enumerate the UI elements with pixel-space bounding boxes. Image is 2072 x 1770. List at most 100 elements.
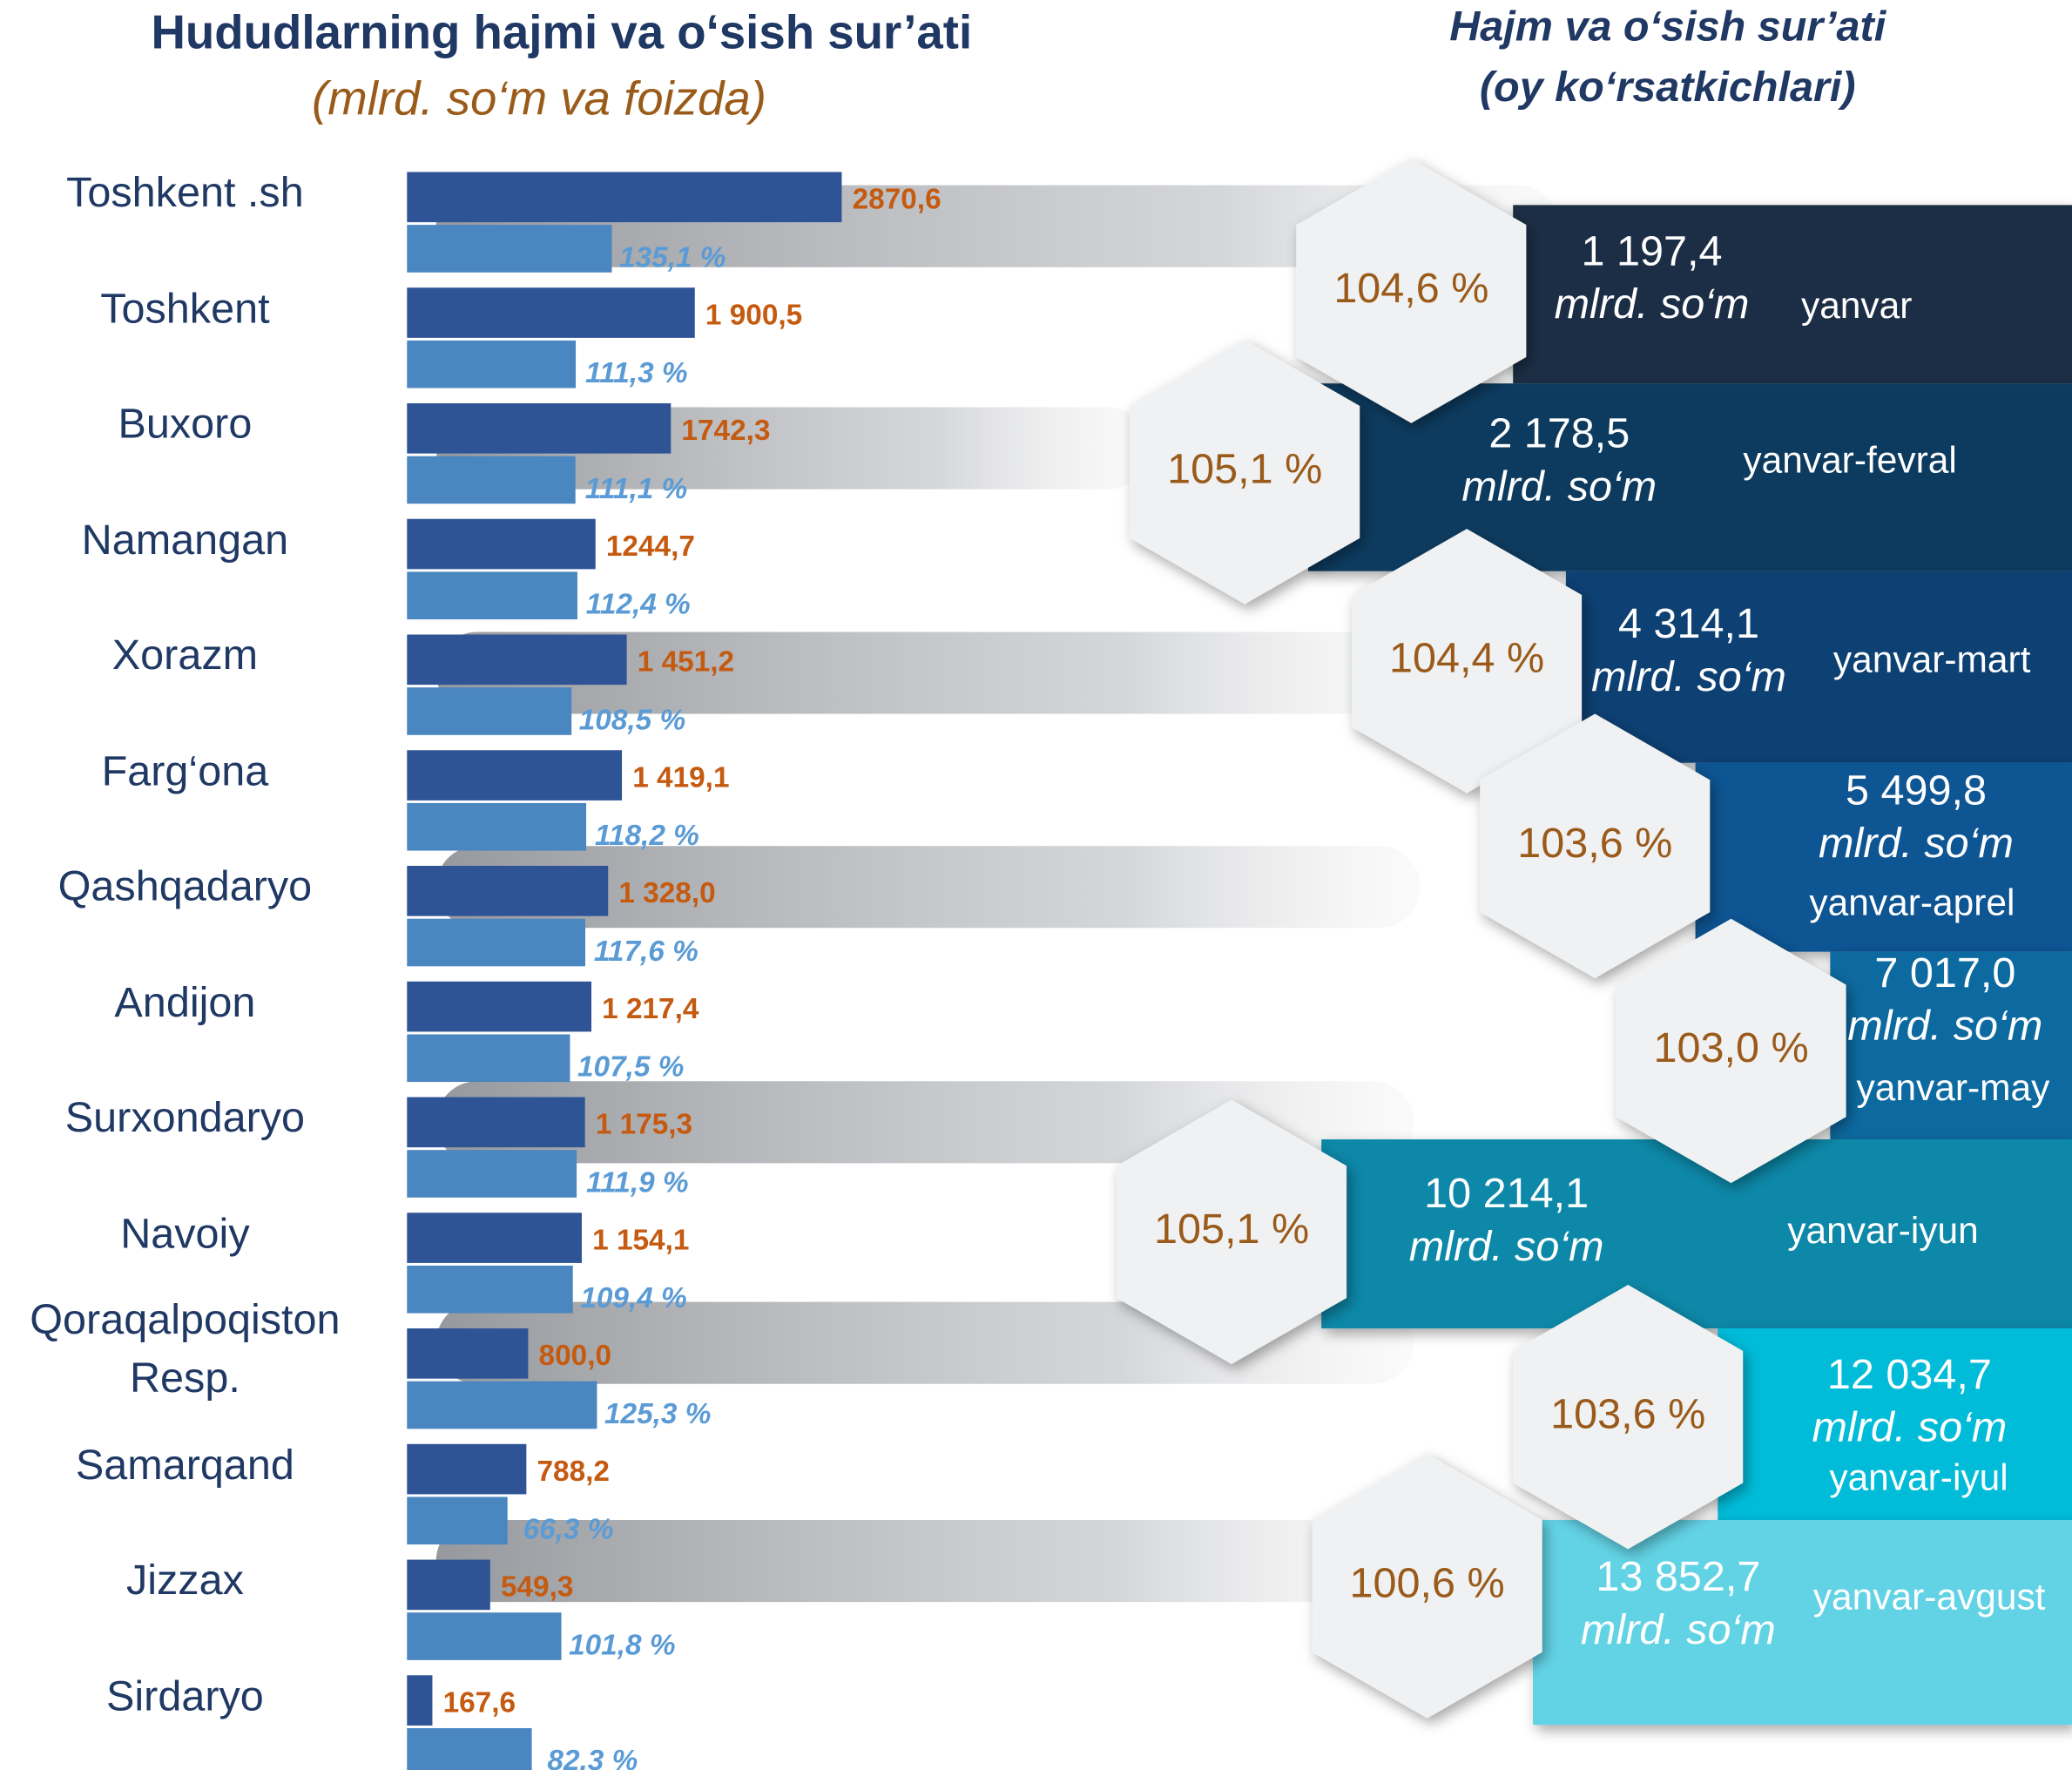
volume-label: 800,0 (539, 1340, 611, 1372)
growth-hexagon (1117, 1099, 1347, 1364)
volume-bar (407, 287, 695, 338)
category-box: Toshkent .sh (66, 167, 304, 216)
category-label: Buxoro (118, 399, 253, 448)
category-box: Sirdaryo (106, 1671, 264, 1719)
category-label: Toshkent .sh (66, 167, 304, 216)
growth-label: 100,6 % (1350, 1560, 1505, 1607)
volume-bar (407, 172, 842, 223)
growth-bar (407, 918, 586, 967)
category-label: Sirdaryo (106, 1671, 264, 1719)
category-box: Toshkent (100, 284, 269, 332)
volume-bar (407, 981, 591, 1032)
growth-label: 101,8 % (569, 1629, 675, 1661)
volume-bar (407, 750, 623, 801)
volume-bar (407, 634, 627, 686)
growth-label: 125,3 % (604, 1398, 711, 1430)
category-box: Qoraqalpoqiston Resp. (30, 1295, 340, 1401)
growth-bar (407, 1381, 597, 1429)
volume-label: 549,3 (501, 1571, 573, 1604)
unit-label: mlrd. so‘m (1409, 1223, 1604, 1270)
growth-bar (407, 571, 577, 620)
month-label: yanvar-fevral (1743, 440, 1956, 481)
volume-label: 1 175,3 (596, 1109, 692, 1141)
category-box: Xorazm (111, 630, 259, 679)
month-band (1695, 762, 2072, 952)
volume-bar (407, 402, 672, 454)
unit-label: mlrd. so‘m (1847, 1002, 2042, 1049)
growth-bar (407, 1265, 573, 1314)
growth-label: 66,3 % (523, 1514, 614, 1546)
volume-label: 1 217,4 (602, 993, 699, 1025)
right-title: Hajm va o‘sish sur’ati (1449, 3, 1886, 50)
growth-hexagon (1130, 340, 1360, 605)
month-label: yanvar-aprel (1809, 883, 2015, 924)
growth-label: 82,3 % (547, 1745, 638, 1770)
category-box: Buxoro (118, 399, 253, 448)
category-box: Surxondaryo (64, 1092, 306, 1141)
value-label: 7 017,0 (1874, 949, 2015, 996)
month-band (1830, 951, 2072, 1140)
month-label: yanvar-iyun (1787, 1211, 1979, 1252)
value-label: 4 314,1 (1618, 600, 1759, 647)
volume-label: 1 900,5 (705, 299, 802, 331)
growth-hexagon (1296, 159, 1527, 423)
month-label: yanvar-may (1857, 1068, 2051, 1109)
growth-hexagon (1616, 918, 1846, 1184)
month-band (1565, 571, 2072, 763)
month-label: yanvar-mart (1833, 640, 2031, 681)
volume-bar (407, 518, 596, 570)
category-label: Qashqadaryo (57, 861, 313, 910)
category-box: Jizzax (126, 1556, 244, 1604)
volume-label: 1 419,1 (632, 761, 729, 794)
growth-label: 109,4 % (580, 1282, 686, 1314)
growth-label: 111,1 % (585, 473, 687, 505)
month-label: yanvar (1801, 286, 1912, 327)
growth-bar (407, 1727, 532, 1770)
month-band (1321, 1139, 2072, 1329)
category-label: Surxondaryo (64, 1092, 306, 1141)
unit-label: mlrd. so‘m (1581, 1606, 1776, 1653)
volume-label: 1244,7 (606, 530, 695, 563)
category-box: Samarqand (75, 1440, 294, 1488)
growth-label: 108,5 % (579, 704, 685, 736)
volume-bar (407, 1559, 490, 1611)
category-label: Navoiy (120, 1208, 250, 1257)
category-label: Farg‘ona (101, 746, 269, 794)
volume-bar (407, 866, 609, 916)
growth-bar (407, 1496, 508, 1545)
unit-label: mlrd. so‘m (1555, 280, 1750, 328)
volume-label: 1 328,0 (618, 877, 715, 909)
growth-bar (407, 1150, 577, 1198)
growth-label: 103,6 % (1517, 820, 1672, 867)
month-band (1532, 1520, 2072, 1726)
shadow-band (435, 632, 1421, 714)
unit-label: mlrd. so‘m (1591, 653, 1786, 700)
growth-bar (407, 340, 577, 388)
growth-label: 104,4 % (1389, 635, 1544, 682)
right-subtitle: (oy ko‘rsatkichlari) (1480, 64, 1856, 111)
category-box: Andijon (114, 977, 256, 1025)
unit-label: mlrd. so‘m (1812, 1404, 2007, 1451)
volume-bar (407, 1213, 582, 1263)
growth-label: 105,1 % (1154, 1206, 1309, 1253)
volume-bar (407, 1328, 529, 1379)
shadow-band (435, 1520, 1414, 1603)
growth-bar (407, 802, 587, 851)
growth-bar (407, 1034, 570, 1083)
volume-bar (407, 1675, 433, 1726)
unit-label: mlrd. so‘m (1819, 820, 2014, 867)
category-label: Andijon (114, 977, 256, 1025)
category-box: Navoiy (120, 1208, 250, 1257)
volume-label: 167,6 (443, 1686, 516, 1719)
month-label: yanvar-iyul (1829, 1458, 2008, 1499)
category-label: Xorazm (111, 630, 259, 679)
growth-label: 135,1 % (619, 241, 726, 274)
left-title: Hududlarning hajmi va o‘sish sur’ati (151, 6, 972, 59)
value-label: 1 197,4 (1582, 227, 1723, 274)
month-band (1513, 205, 2072, 384)
growth-label: 105,1 % (1167, 446, 1322, 493)
volume-label: 788,2 (537, 1456, 610, 1488)
volume-label: 1742,3 (681, 415, 770, 447)
category-label: Samarqand (75, 1440, 294, 1488)
